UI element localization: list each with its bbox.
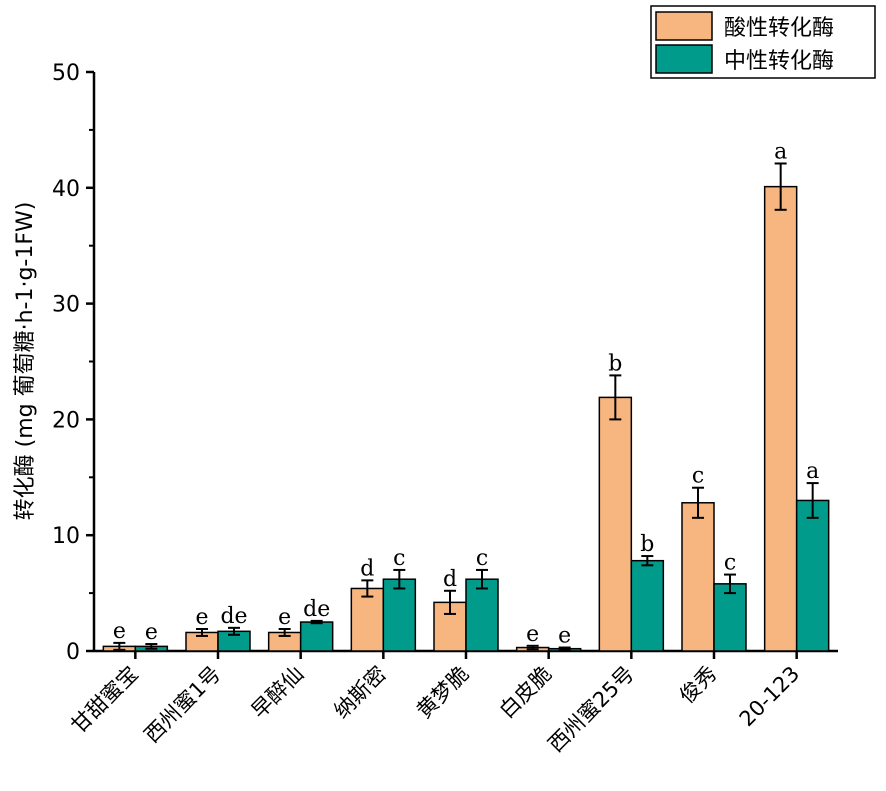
category-label: 纳斯密 (329, 662, 391, 724)
category-label: 白皮脆 (495, 662, 557, 724)
bar-acid (763, 185, 798, 652)
legend-label: 中性转化酶 (724, 49, 834, 74)
bar-acid (350, 587, 385, 652)
significance-label: c (692, 464, 704, 489)
significance-label: d (443, 567, 457, 592)
bars-group (102, 185, 830, 652)
significance-label: a (806, 459, 819, 484)
y-tick-label: 20 (52, 408, 80, 433)
significance-label: c (724, 551, 736, 576)
y-axis-title: 转化酶 (mg 葡萄糖·h-1·g-1FW) (13, 202, 38, 521)
significance-label: b (608, 351, 622, 376)
significance-label: c (476, 546, 488, 571)
bar-acid (681, 502, 715, 652)
bar-neutral (630, 559, 665, 652)
bar-neutral (465, 578, 499, 652)
significance-label: d (360, 556, 374, 581)
y-tick-label: 50 (52, 61, 80, 86)
category-label: 早醉仙 (247, 662, 309, 724)
bar-acid (598, 396, 633, 652)
legend-label: 酸性转化酶 (724, 16, 834, 41)
category-label: 西州蜜1号 (140, 662, 226, 748)
significance-label: e (145, 620, 158, 645)
bar-neutral (299, 621, 334, 652)
y-axis: 0 10 20 30 40 50 (52, 61, 96, 665)
y-tick-label: 10 (52, 524, 80, 549)
legend-swatch (655, 44, 713, 74)
significance-label: a (774, 139, 787, 164)
category-label: 甘甜蜜宝 (67, 662, 143, 738)
y-tick-label: 0 (66, 640, 80, 665)
category-label: 俊秀 (675, 662, 722, 709)
category-label: 20-123 (735, 662, 805, 732)
bar-neutral (795, 499, 830, 652)
y-tick-label: 40 (52, 177, 80, 202)
legend-swatch (655, 11, 713, 41)
error-bars-group (113, 162, 819, 651)
significance-label: de (303, 597, 330, 622)
significance-label: e (278, 605, 291, 630)
category-label: 西州蜜25号 (544, 662, 639, 757)
significance-label: de (220, 604, 247, 629)
significance-label: e (558, 624, 571, 649)
bar-neutral (382, 578, 417, 652)
significance-label: e (195, 605, 208, 630)
significance-label: e (526, 622, 539, 647)
category-label: 黄梦脆 (412, 662, 474, 724)
x-axis (94, 649, 838, 659)
significance-label: b (640, 532, 654, 557)
significance-label: e (113, 619, 126, 644)
y-tick-label: 30 (52, 293, 80, 318)
significance-label: c (393, 546, 405, 571)
